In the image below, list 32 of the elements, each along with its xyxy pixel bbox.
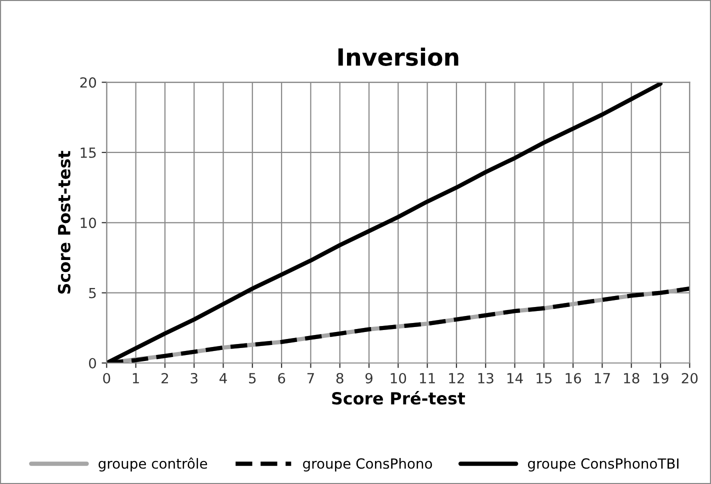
y-tick-label: 15 bbox=[80, 148, 96, 158]
x-tick-label: 19 bbox=[653, 372, 668, 384]
x-tick-label: 17 bbox=[594, 373, 610, 384]
x-tick-label: 6 bbox=[278, 372, 286, 384]
x-tick-label: 1 bbox=[132, 373, 139, 384]
x-tick-label: 11 bbox=[420, 373, 435, 384]
x-tick-label: 8 bbox=[336, 372, 344, 384]
x-tick-label: 13 bbox=[478, 372, 494, 384]
x-tick-label: 9 bbox=[365, 372, 372, 384]
x-tick-label: 5 bbox=[249, 373, 256, 384]
x-tick-label: 10 bbox=[390, 372, 406, 384]
x-tick-label: 4 bbox=[220, 373, 227, 384]
legend-label: groupe contrôle bbox=[98, 458, 208, 472]
legend-label: groupe ConsPhono bbox=[303, 458, 432, 472]
x-axis-title: Score Pré-test bbox=[332, 391, 466, 405]
y-tick-label: 20 bbox=[80, 77, 96, 88]
x-tick-label: 2 bbox=[162, 372, 168, 384]
y-axis-title: Score Post-test bbox=[58, 150, 70, 294]
chart-title: Inversion bbox=[338, 48, 458, 66]
x-tick-label: 18 bbox=[624, 372, 640, 384]
x-tick-label: 12 bbox=[449, 372, 464, 384]
x-tick-label: 14 bbox=[507, 373, 523, 384]
y-tick-label: 10 bbox=[80, 218, 96, 228]
y-tick-label: 0 bbox=[89, 358, 96, 368]
x-tick-label: 16 bbox=[566, 372, 582, 384]
x-tick-label: 3 bbox=[190, 372, 198, 384]
y-tick-label: 5 bbox=[89, 288, 96, 298]
x-tick-label: 7 bbox=[307, 373, 314, 384]
x-tick-label: 0 bbox=[103, 372, 110, 384]
x-tick-label: 20 bbox=[682, 372, 698, 384]
x-tick-label: 15 bbox=[536, 373, 552, 384]
legend-label: groupe ConsPhonoTBI bbox=[528, 458, 678, 472]
